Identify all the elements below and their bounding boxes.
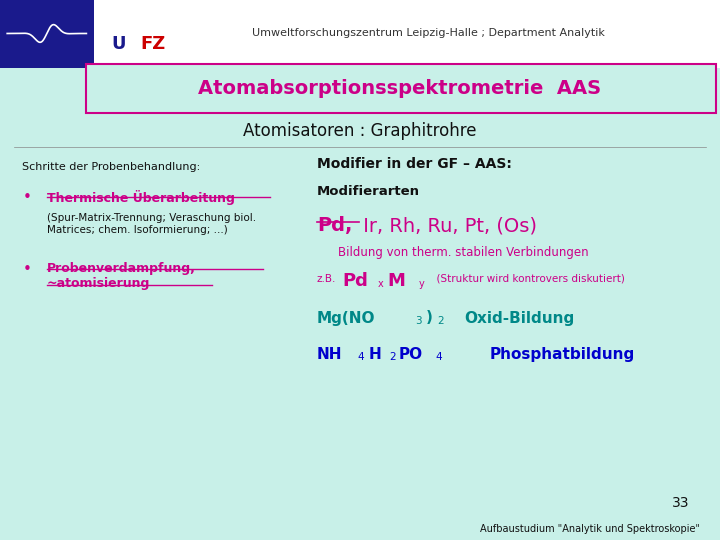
Text: M: M (387, 272, 405, 290)
FancyBboxPatch shape (86, 64, 716, 113)
Text: 33: 33 (672, 496, 689, 510)
Text: H: H (369, 347, 382, 362)
Text: •: • (23, 190, 32, 205)
Text: 3: 3 (415, 316, 421, 326)
Text: (Struktur wird kontrovers diskutiert): (Struktur wird kontrovers diskutiert) (430, 274, 625, 284)
Text: Probenverdampfung,
~atomisierung: Probenverdampfung, ~atomisierung (47, 262, 196, 290)
Text: Aufbaustudium "Analytik und Spektroskopie": Aufbaustudium "Analytik und Spektroskopi… (480, 523, 701, 534)
Text: 2: 2 (437, 316, 444, 326)
Text: Atomisatoren : Graphitrohre: Atomisatoren : Graphitrohre (243, 122, 477, 140)
Text: Atomabsorptionsspektrometrie  AAS: Atomabsorptionsspektrometrie AAS (198, 79, 601, 98)
Text: Umweltforschungszentrum Leipzig-Halle ; Department Analytik: Umweltforschungszentrum Leipzig-Halle ; … (252, 29, 605, 38)
Text: FZ: FZ (140, 35, 166, 52)
Text: NH: NH (317, 347, 342, 362)
Text: PO: PO (399, 347, 423, 362)
Text: x: x (377, 279, 383, 289)
Text: •: • (23, 262, 32, 277)
Text: Schritte der Probenbehandlung:: Schritte der Probenbehandlung: (22, 162, 200, 172)
Text: Pd,: Pd, (317, 216, 352, 235)
Text: Oxid-Bildung: Oxid-Bildung (464, 310, 575, 326)
Text: 4: 4 (358, 352, 364, 362)
Text: Thermische Überarbeitung: Thermische Überarbeitung (47, 190, 235, 205)
Text: U: U (112, 35, 126, 52)
Text: Bildung von therm. stabilen Verbindungen: Bildung von therm. stabilen Verbindungen (338, 246, 589, 259)
Text: Ir, Rh, Ru, Pt, (Os): Ir, Rh, Ru, Pt, (Os) (357, 216, 537, 235)
Text: 4: 4 (436, 352, 442, 362)
Text: (Spur-Matrix-Trennung; Veraschung biol.
Matrices; chem. Isoformierung; ...): (Spur-Matrix-Trennung; Veraschung biol. … (47, 213, 256, 235)
Text: Modifier in der GF – AAS:: Modifier in der GF – AAS: (317, 157, 512, 171)
FancyBboxPatch shape (0, 0, 720, 68)
FancyBboxPatch shape (0, 0, 94, 68)
Text: 2: 2 (389, 352, 395, 362)
Text: Modifierarten: Modifierarten (317, 185, 420, 198)
Text: Pd: Pd (343, 272, 369, 290)
Text: Phosphatbildung: Phosphatbildung (490, 347, 635, 362)
Text: ): ) (426, 310, 433, 326)
Text: Mg(NO: Mg(NO (317, 310, 375, 326)
Text: y: y (419, 279, 425, 289)
Text: z.B.: z.B. (317, 274, 336, 284)
